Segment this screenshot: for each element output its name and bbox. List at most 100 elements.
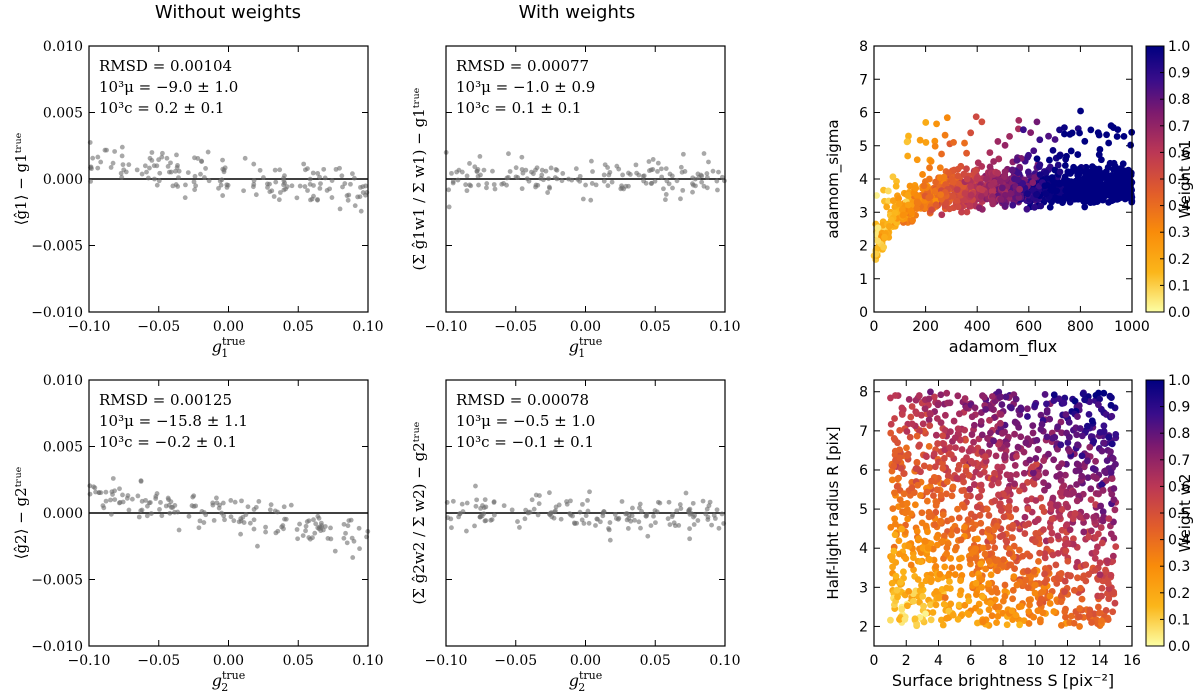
data-point xyxy=(1034,516,1042,524)
data-point xyxy=(942,199,950,207)
data-point xyxy=(954,505,961,513)
data-point xyxy=(1100,439,1108,447)
y-axis-label: ⟨ĝ2⟩ − g2ᵗʳᵘᵉ xyxy=(12,466,30,559)
data-point xyxy=(519,186,525,192)
data-point xyxy=(1069,515,1077,523)
data-point xyxy=(904,191,912,199)
data-point xyxy=(546,176,551,182)
data-point xyxy=(313,521,319,527)
data-point xyxy=(661,186,666,192)
data-point xyxy=(1008,166,1016,174)
data-point xyxy=(951,434,959,442)
data-point xyxy=(974,493,982,501)
annotation-text: RMSD = 0.00125 xyxy=(99,391,232,409)
data-point xyxy=(947,554,955,562)
data-point xyxy=(1057,477,1065,484)
annotation-text: 10³c = 0.1 ± 0.1 xyxy=(456,99,581,117)
data-point xyxy=(903,452,911,459)
data-point xyxy=(931,187,939,195)
data-point xyxy=(943,544,951,552)
data-point xyxy=(939,464,947,472)
data-point xyxy=(637,505,642,511)
data-point xyxy=(1098,592,1105,600)
data-point xyxy=(997,419,1004,427)
data-point xyxy=(341,521,347,527)
data-point xyxy=(913,156,921,164)
data-point xyxy=(1098,617,1105,625)
data-point xyxy=(1043,400,1050,408)
data-point xyxy=(267,189,273,195)
data-point xyxy=(339,173,345,179)
x-tick-label: 4 xyxy=(934,653,943,669)
data-point xyxy=(992,557,1000,565)
data-point xyxy=(979,544,987,552)
data-point xyxy=(202,175,207,180)
data-point xyxy=(967,129,975,137)
data-point xyxy=(245,504,251,510)
data-point xyxy=(1107,401,1115,409)
data-point xyxy=(1069,185,1077,192)
axes-frame xyxy=(445,379,726,647)
data-point xyxy=(1000,513,1008,521)
data-point xyxy=(547,490,552,496)
data-point xyxy=(945,607,953,615)
data-point xyxy=(160,150,165,156)
data-point xyxy=(1024,584,1032,592)
data-point xyxy=(1099,487,1107,494)
x-tick-label: 0.10 xyxy=(709,319,740,335)
data-point xyxy=(927,388,934,396)
data-point xyxy=(1024,190,1031,198)
data-point xyxy=(1019,482,1027,490)
x-tick-label: −0.10 xyxy=(425,319,468,335)
data-point xyxy=(954,615,962,623)
data-point xyxy=(922,139,930,146)
data-point xyxy=(970,481,978,488)
data-point xyxy=(1095,490,1102,498)
data-point xyxy=(873,192,880,199)
data-point xyxy=(1051,136,1059,143)
data-point xyxy=(927,616,935,624)
data-point xyxy=(345,197,351,203)
data-point xyxy=(317,186,323,191)
colorbar-label: Weight w2 xyxy=(1176,474,1194,553)
data-point xyxy=(1016,185,1024,193)
data-point xyxy=(491,182,497,187)
points xyxy=(443,150,727,210)
data-point xyxy=(623,511,629,517)
data-point xyxy=(678,164,684,170)
data-point xyxy=(714,178,720,184)
data-point xyxy=(255,543,260,549)
data-point xyxy=(711,512,717,518)
x-tick-label: 0.00 xyxy=(213,319,244,335)
data-point xyxy=(960,486,968,494)
data-point xyxy=(637,501,643,507)
data-point xyxy=(1031,174,1039,181)
data-point xyxy=(199,159,204,164)
data-point xyxy=(961,190,969,197)
data-point xyxy=(1108,194,1116,202)
x-tick-label: 0.00 xyxy=(570,653,601,669)
data-point xyxy=(238,531,243,537)
data-point xyxy=(1029,422,1037,430)
data-point xyxy=(316,526,322,532)
data-point xyxy=(1013,453,1020,460)
data-point xyxy=(1050,456,1058,464)
data-point xyxy=(648,523,654,528)
data-point xyxy=(607,537,613,543)
data-point xyxy=(1024,505,1032,513)
data-point xyxy=(687,536,693,542)
data-point xyxy=(147,165,152,171)
data-point xyxy=(464,188,470,194)
data-point xyxy=(890,462,898,470)
data-point xyxy=(891,531,899,539)
data-point xyxy=(937,491,945,499)
data-point xyxy=(927,578,935,586)
data-point xyxy=(985,557,993,565)
data-point xyxy=(1097,524,1105,531)
data-point xyxy=(916,587,924,594)
data-point xyxy=(1046,415,1054,423)
y-tick-label: 3 xyxy=(859,580,868,596)
data-point xyxy=(328,525,333,531)
data-point xyxy=(1016,546,1023,554)
data-point xyxy=(159,154,165,160)
